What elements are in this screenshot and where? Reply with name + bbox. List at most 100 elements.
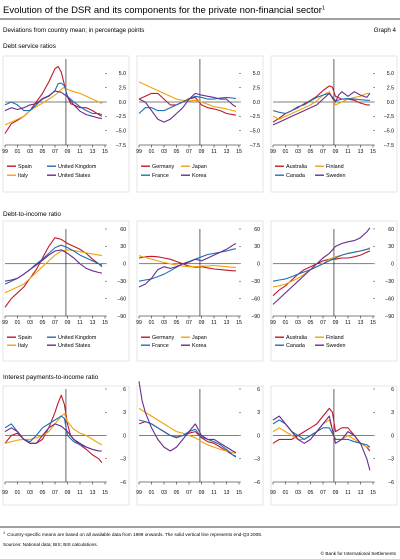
y-tick-label: 0: [391, 262, 394, 268]
x-tick-label: 13: [90, 149, 96, 155]
x-tick-label: 03: [161, 149, 167, 155]
panel-frame: [2, 385, 130, 506]
y-tick-label: –30: [251, 279, 260, 285]
y-tick-label: 5.0: [119, 71, 126, 77]
y-tick-label: –30: [385, 279, 394, 285]
x-tick-label: 15: [102, 149, 108, 155]
panel-frame: [270, 55, 398, 193]
y-tick-label: 6: [257, 387, 260, 393]
chart-panel: 99 01 03 05 07 09 11 13 15 6 3 0 –3 –6: [270, 385, 398, 506]
y-tick-label: –90: [251, 314, 260, 320]
chart-panel: 99 01 03 05 07 09 11 13 15 60 30 0 –30 –60 –90 Australi…: [270, 220, 398, 362]
y-tick-label: –7.5: [116, 143, 126, 149]
series-line: [272, 248, 371, 282]
series-line: [4, 249, 103, 294]
legend-label: United Kingdom: [58, 164, 97, 170]
x-tick-label: 13: [224, 490, 230, 496]
series-line: [4, 394, 103, 463]
x-tick-label: 09: [65, 320, 71, 326]
x-tick-label: 01: [283, 320, 289, 326]
chart-panel: 99 01 03 05 07 09 11 13 15 5.0 2.5 0.0 –2.5 –5.0 –7.5 G…: [136, 55, 264, 193]
x-tick-label: 15: [236, 490, 242, 496]
series-line: [4, 237, 103, 308]
x-tick-label: 15: [370, 320, 376, 326]
x-tick-label: 15: [102, 490, 108, 496]
legend-label: Finland: [326, 335, 344, 341]
x-tick-label: 07: [52, 149, 58, 155]
chart-panel: 99 01 03 05 07 09 11 13 15 60 30 0 –30 –60 –90 Germany J…: [136, 220, 264, 362]
y-tick-label: 2.5: [119, 85, 126, 91]
y-tick-label: 30: [388, 244, 394, 250]
legend-label: Finland: [326, 164, 344, 170]
y-tick-label: 0: [123, 433, 126, 439]
legend-label: United States: [58, 173, 91, 179]
legend-label: Spain: [18, 335, 32, 341]
x-tick-label: 01: [15, 149, 21, 155]
sources-note: Sources: National data; BIS; BIS calcula…: [3, 542, 98, 547]
y-tick-label: 5.0: [387, 71, 394, 77]
series-line: [272, 419, 371, 448]
x-tick-label: 11: [211, 320, 216, 326]
legend-label: Italy: [18, 343, 28, 349]
series-line: [272, 227, 371, 305]
x-tick-label: 03: [295, 149, 301, 155]
legend-label: Italy: [18, 173, 28, 179]
y-tick-label: –2.5: [116, 114, 126, 120]
x-tick-label: 05: [174, 490, 180, 496]
panel-frame: [270, 385, 398, 506]
x-tick-label: 07: [320, 320, 326, 326]
panel-frame: [136, 220, 264, 362]
series-line: [4, 423, 102, 452]
y-tick-label: 3: [391, 410, 394, 416]
chart-panel: 99 01 03 05 07 09 11 13 15 6 3 0 –3 –6: [2, 385, 130, 506]
x-tick-label: 09: [65, 149, 71, 155]
y-tick-label: –30: [117, 279, 126, 285]
chart-title: Evolution of the DSR and its components …: [3, 5, 325, 16]
series-line: [138, 419, 237, 458]
y-tick-label: 0: [123, 262, 126, 268]
legend-label: France: [152, 343, 169, 349]
legend-label: Sweden: [326, 173, 345, 179]
y-tick-label: 0.0: [387, 100, 394, 106]
x-tick-label: 99: [2, 149, 8, 155]
x-tick-label: 11: [345, 490, 350, 496]
y-tick-label: 30: [120, 244, 126, 250]
y-tick-label: 30: [254, 244, 260, 250]
x-tick-label: 11: [77, 149, 82, 155]
x-tick-label: 13: [224, 320, 230, 326]
x-tick-label: 01: [283, 149, 289, 155]
x-tick-label: 07: [320, 149, 326, 155]
series-line: [272, 92, 370, 115]
x-tick-label: 09: [199, 490, 205, 496]
series-line: [272, 250, 371, 297]
legend-label: United States: [58, 343, 91, 349]
series-line: [4, 65, 103, 134]
x-tick-label: 07: [52, 320, 58, 326]
series-line: [272, 419, 370, 448]
x-tick-label: 07: [186, 320, 192, 326]
x-tick-label: 13: [358, 320, 364, 326]
x-tick-label: 09: [333, 149, 339, 155]
y-tick-label: –90: [385, 314, 394, 320]
section-title-interest-payments: Interest payments-to-income ratio: [3, 374, 99, 381]
x-tick-label: 15: [370, 490, 376, 496]
x-tick-label: 99: [136, 320, 142, 326]
chart-panels: 99 01 03 05 07 09 11 13 155.02.50.0–2.5–5.0–7.5S…: [2, 55, 398, 506]
x-tick-label: 01: [15, 320, 21, 326]
x-tick-label: 15: [236, 320, 242, 326]
legend-label: United Kingdom: [58, 335, 97, 341]
y-tick-label: 60: [254, 227, 260, 233]
y-tick-label: –6: [254, 480, 260, 486]
legend-label: Australia: [286, 164, 307, 170]
x-tick-label: 03: [295, 490, 301, 496]
x-tick-label: 05: [40, 320, 46, 326]
x-tick-label: 03: [161, 320, 167, 326]
x-tick-label: 05: [40, 490, 46, 496]
x-tick-label: 13: [90, 320, 96, 326]
x-tick-label: 99: [270, 320, 276, 326]
y-tick-label: 2.5: [253, 85, 260, 91]
y-tick-label: –3: [388, 457, 394, 463]
series-line: [4, 413, 103, 446]
series-line: [4, 244, 103, 285]
x-tick-label: 05: [308, 490, 314, 496]
